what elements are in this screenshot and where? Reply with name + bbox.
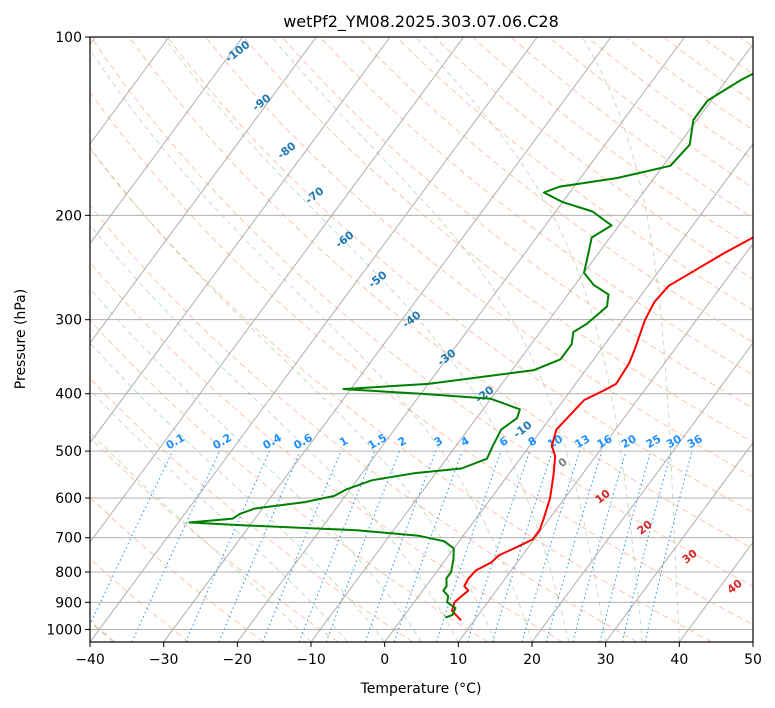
isotherm [236, 37, 686, 642]
chart-title: wetPf2_YM08.2025.303.07.06.C28 [283, 12, 559, 32]
y-tick-label: 500 [55, 444, 82, 460]
mixing-ratio-lines [90, 450, 693, 642]
y-tick-label: 700 [55, 531, 82, 547]
y-tick-label: 200 [55, 208, 82, 224]
isotherm [90, 37, 317, 344]
moist-adiabat [90, 48, 533, 642]
y-axis-label: Pressure (hPa) [13, 289, 29, 389]
isotherms [90, 37, 753, 642]
moist-adiabat [90, 431, 312, 642]
isotherm [90, 37, 391, 444]
isotherm [90, 37, 538, 642]
moist-adiabat [90, 224, 459, 642]
moist-adiabat [90, 342, 386, 642]
isotherm [310, 43, 753, 642]
isotherm [457, 242, 753, 642]
y-tick-label: 1000 [46, 622, 82, 638]
x-tick-label: 40 [670, 652, 688, 668]
x-tick-label: 50 [744, 652, 762, 668]
mixing-ratio-line [325, 450, 400, 642]
x-tick-label: 30 [597, 652, 615, 668]
y-tick-label: 800 [55, 565, 82, 581]
x-tick-label: −40 [75, 652, 105, 668]
x-tick-label: −10 [296, 652, 326, 668]
isotherm [90, 37, 244, 245]
dry-adiabat [166, 37, 753, 514]
dry-adiabat [90, 37, 753, 587]
plot-frame [89, 36, 754, 643]
x-tick-label: −30 [149, 652, 179, 668]
dry-adiabat [90, 91, 753, 626]
mixing-ratio-line [435, 450, 502, 642]
mixing-ratio-line [298, 450, 376, 642]
y-tick-label: 900 [55, 595, 82, 611]
y-tick-label: 100 [55, 30, 82, 46]
moist-adiabat [90, 389, 349, 642]
mixing-ratio-line [90, 450, 174, 626]
dry-adiabat [395, 37, 753, 311]
moist-adiabat [90, 146, 496, 642]
moist-adiabat [90, 288, 422, 642]
dewpoint-line [188, 72, 753, 619]
x-tick-label: 10 [449, 652, 467, 668]
y-tick-label: 600 [55, 491, 82, 507]
y-tick-label: 400 [55, 387, 82, 403]
dry-adiabat [357, 37, 753, 343]
mixing-ratio-line [572, 450, 627, 642]
profile-lines [188, 72, 753, 621]
y-tick-label: 300 [55, 313, 82, 329]
x-axis: −40 −30 −20 −10 0 10 20 30 40 50 [75, 642, 762, 668]
dry-adiabat [90, 261, 563, 642]
temperature-line [451, 236, 753, 621]
x-axis-label: Temperature (°C) [360, 681, 482, 697]
mixing-ratio-line [545, 450, 603, 642]
isotherm [384, 143, 753, 642]
moist-adiabat [271, 37, 607, 642]
x-tick-label: 20 [523, 652, 541, 668]
moist-adiabats [90, 37, 680, 642]
moist-adiabat [415, 37, 643, 642]
moist-adiabat [581, 37, 680, 642]
mixing-ratio-line [467, 450, 531, 642]
dry-adiabat [90, 204, 638, 642]
isotherm [531, 342, 753, 642]
isotherm [90, 37, 465, 544]
y-axis: 1000 900 800 700 600 500 400 300 200 100 [46, 30, 90, 638]
dry-adiabat [90, 147, 712, 642]
isotherm [605, 441, 753, 642]
isotherm [163, 37, 612, 642]
mixing-ratio-line [521, 450, 581, 642]
dry-adiabat [319, 37, 753, 376]
x-tick-label: −20 [223, 652, 253, 668]
dry-adiabat [90, 377, 414, 642]
isotherm [90, 37, 170, 145]
x-tick-label: 0 [380, 652, 389, 668]
